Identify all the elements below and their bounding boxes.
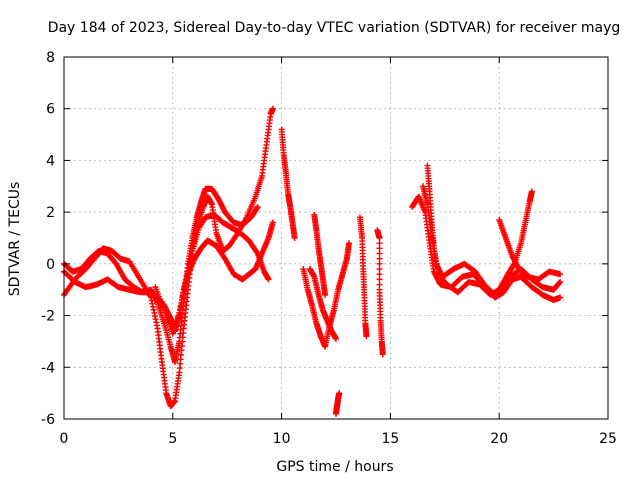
data-point — [376, 260, 383, 267]
data-point — [376, 266, 383, 273]
data-point — [557, 294, 564, 301]
data-point — [363, 333, 370, 340]
grid — [64, 57, 608, 419]
data-point — [322, 291, 329, 298]
data-point — [528, 188, 535, 195]
y-tick-label: 0 — [46, 257, 55, 273]
chart-title: Day 184 of 2023, Sidereal Day-to-day VTE… — [48, 20, 621, 36]
y-tick-label: 2 — [46, 205, 55, 221]
series-track-2 — [61, 185, 261, 366]
data-point — [376, 250, 383, 257]
data-point — [253, 249, 260, 256]
x-axis-label: GPS time / hours — [276, 459, 393, 475]
series-track-8 — [311, 211, 329, 298]
series-track-15 — [496, 216, 564, 283]
x-tick-label: 0 — [60, 431, 69, 447]
data-point — [557, 278, 564, 285]
y-tick-label: -2 — [41, 309, 55, 325]
data-point — [291, 235, 298, 241]
y-axis-label: SDTVAR / TECUs — [7, 182, 23, 297]
data-point — [254, 203, 261, 210]
data-point — [557, 271, 564, 278]
series-track-4 — [152, 211, 272, 337]
data-points — [61, 105, 564, 417]
data-point — [269, 105, 276, 112]
x-tick-label: 15 — [381, 431, 399, 447]
data-point — [265, 276, 272, 283]
data-point — [376, 245, 383, 252]
series-track-5 — [278, 126, 298, 241]
data-point — [346, 240, 353, 247]
data-point — [376, 235, 383, 241]
series-track-7 — [306, 266, 339, 342]
y-tick-label: -6 — [41, 412, 55, 428]
data-point — [376, 276, 383, 283]
data-point — [376, 281, 383, 288]
axes: 0 5 10 15 20 25 -6 -4 -2 0 2 4 6 8 — [41, 50, 617, 447]
y-tick-label: 4 — [46, 153, 55, 169]
data-point — [379, 351, 386, 358]
series-track-6 — [300, 240, 353, 350]
data-point — [336, 390, 343, 397]
data-point — [333, 335, 339, 342]
series-track-11 — [374, 227, 386, 358]
data-point — [376, 271, 383, 278]
series-track-10 — [356, 214, 370, 340]
plot-frame — [63, 56, 609, 420]
series-track-9 — [333, 390, 343, 417]
x-tick-label: 10 — [273, 431, 291, 447]
series-track-14 — [424, 162, 535, 298]
data-point — [376, 240, 383, 247]
x-tick-label: 25 — [599, 431, 617, 447]
y-tick-label: 6 — [46, 102, 55, 118]
x-tick-label: 20 — [490, 431, 508, 447]
data-point — [376, 255, 383, 262]
x-tick-label: 5 — [168, 431, 177, 447]
y-tick-label: -4 — [41, 360, 55, 376]
data-point — [269, 219, 276, 226]
y-tick-label: 8 — [46, 50, 55, 66]
